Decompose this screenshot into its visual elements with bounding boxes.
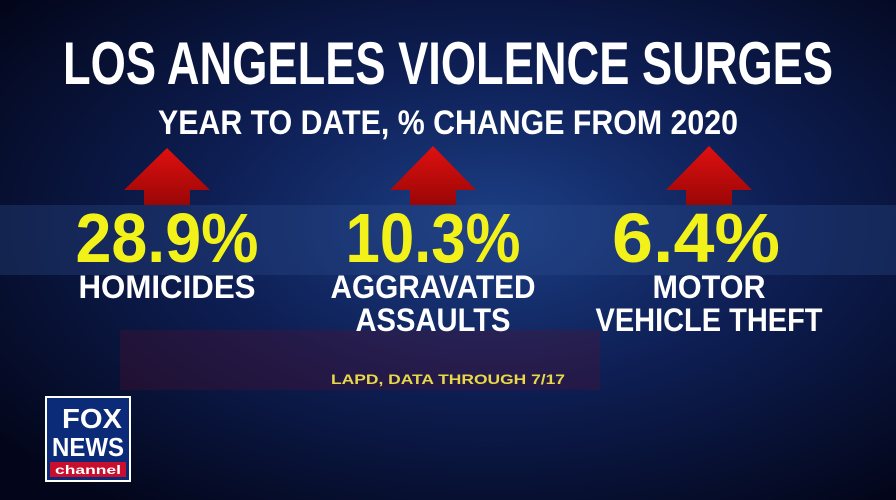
background-glow — [120, 330, 600, 390]
up-arrow — [124, 148, 210, 205]
stat-label: AGGRAVATED — [331, 269, 536, 305]
source: LAPD, DATA THROUGH 7/17 — [331, 371, 565, 387]
logo: FOX NEWS channel — [45, 396, 131, 482]
stat-label: VEHICLE THEFT — [596, 302, 823, 338]
up-arrow — [666, 146, 752, 205]
logo-text: channel — [55, 463, 121, 477]
up-arrow — [390, 146, 476, 205]
logo-text: NEWS — [52, 432, 124, 462]
stat-value: 6.4% — [612, 199, 780, 277]
stat-value: 10.3% — [346, 199, 521, 277]
logo-band — [50, 462, 126, 477]
stat-label: MOTOR — [653, 269, 766, 305]
background-band — [0, 205, 896, 275]
stat-label: HOMICIDES — [79, 269, 256, 305]
stat-value: 28.9% — [76, 199, 259, 277]
subtitle: YEAR TO DATE, % CHANGE FROM 2020 — [158, 104, 738, 142]
logo-text: FOX — [62, 403, 122, 434]
title: LOS ANGELES VIOLENCE SURGES — [63, 30, 833, 97]
stat-label: ASSAULTS — [356, 302, 511, 338]
